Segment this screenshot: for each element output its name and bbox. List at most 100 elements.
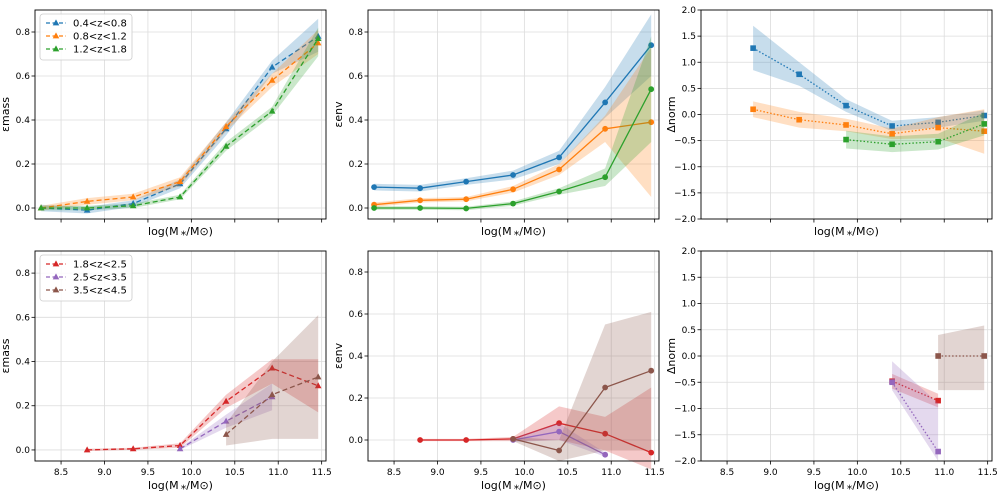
series-3.5<z<4.5: [222, 315, 322, 446]
y-tick-label: 0.2: [16, 402, 30, 412]
axes-frame: [367, 9, 660, 220]
data-point: [935, 397, 941, 404]
data-point: [222, 123, 230, 129]
y-tick-label: −0.5: [674, 137, 696, 147]
x-tick-label: 10.5: [225, 468, 245, 478]
x-tick-label: 10.0: [514, 468, 534, 478]
legend-marker: [52, 32, 60, 39]
data-point: [314, 39, 322, 46]
axes-frame: [34, 9, 327, 220]
series-line: [752, 108, 985, 135]
y-axis-label: εenv: [332, 342, 345, 369]
panel-top-env: 0.0 0.2 0.4 0.6 0.8 log(M ⁎/M⊙) εenv: [332, 9, 660, 238]
data-point: [750, 45, 756, 51]
x-axis-label: log(M ⁎/M⊙): [148, 225, 213, 238]
uncertainty-band: [938, 325, 985, 391]
y-tick-label: 1.5: [682, 32, 696, 42]
y-tick-label: −2.0: [674, 457, 696, 467]
data-point: [556, 188, 563, 195]
data-point: [981, 353, 987, 359]
series-1.2<z<1.8: [843, 112, 987, 153]
x-tick-label: 9.5: [141, 468, 155, 478]
x-tick-label: 11.5: [978, 468, 997, 478]
grid: [368, 251, 659, 461]
grid: [35, 251, 326, 461]
series-3.5<z<4.5: [935, 325, 987, 391]
panel-bottom-env: 0.0 0.2 0.4 0.6 0.8 8.5 9.0 9.5 10.0 10.5 11.0 11.5…: [332, 250, 665, 492]
data-point: [981, 112, 987, 119]
data-point: [796, 116, 802, 123]
x-axis-label: log(M ⁎/M⊙): [814, 225, 879, 238]
axes-frame: [34, 250, 327, 462]
y-tick-label: 0.4: [349, 352, 364, 362]
y-tick-label: 0.0: [349, 204, 364, 214]
data-point: [556, 447, 563, 454]
y-tick-label: 0.6: [349, 310, 364, 320]
data-point: [935, 448, 941, 455]
data-point: [935, 353, 941, 359]
y-tick-label: 0.8: [16, 28, 31, 38]
x-axis-label: log(M ⁎/M⊙): [148, 479, 213, 492]
series-2.5<z<3.5: [889, 361, 941, 461]
y-tick-label: 0.8: [16, 269, 31, 279]
data-point: [889, 141, 895, 148]
series-1.2<z<1.8: [37, 27, 322, 211]
y-tick-label: 1.0: [682, 300, 697, 310]
data-point: [843, 136, 849, 143]
y-axis-label: Δnorm: [665, 338, 678, 374]
uncertainty-band: [180, 383, 273, 450]
data-point: [268, 364, 276, 371]
panel-top-norm: −2.0 −1.5 −1.0 −0.5 0.0 0.5 1.0 1.5 2.0 log(M ⁎/M…: [665, 6, 993, 238]
data-point: [889, 123, 895, 129]
data-point: [176, 178, 184, 184]
y-axis-label: εenv: [332, 101, 345, 128]
data-point: [129, 193, 137, 200]
y-tick-label: 0.4: [16, 358, 31, 368]
data-point: [83, 446, 91, 453]
data-point: [176, 445, 184, 452]
data-point: [935, 124, 941, 131]
x-tick-label: 10.0: [847, 468, 867, 478]
y-tick-label: 1.0: [682, 58, 697, 68]
data-point: [602, 99, 609, 106]
data-point: [981, 128, 987, 135]
y-tick-label: 2.0: [682, 6, 697, 16]
data-point: [556, 154, 563, 161]
data-point: [222, 397, 230, 404]
y-tick-label: −1.0: [674, 405, 696, 415]
x-axis-label: log(M ⁎/M⊙): [814, 479, 879, 492]
series-1.8<z<2.5: [83, 359, 322, 453]
series-0.4<z<0.8: [371, 14, 655, 192]
y-tick-label: 0.8: [349, 268, 364, 278]
x-tick-label: 8.5: [387, 468, 401, 478]
data-point: [889, 131, 895, 137]
data-point: [176, 193, 184, 200]
data-point: [510, 436, 516, 442]
series-2.5<z<3.5: [176, 383, 276, 452]
data-point: [417, 185, 424, 192]
legend-label: 0.4<z<0.8: [73, 19, 127, 30]
uncertainty-band: [513, 423, 606, 457]
x-tick-label: 11.0: [268, 468, 288, 478]
y-tick-label: 0.4: [349, 116, 364, 126]
uncertainty-band: [753, 101, 985, 154]
data-point: [371, 184, 377, 191]
y-tick-label: 0.6: [349, 72, 364, 82]
data-point: [268, 107, 276, 114]
y-tick-label: 0.4: [16, 116, 31, 126]
y-axis-label: Δnorm: [665, 96, 678, 132]
series-3.5<z<4.5: [510, 311, 655, 461]
uncertainty-band: [374, 47, 652, 207]
data-point: [463, 178, 470, 185]
legend-marker: [52, 286, 60, 293]
y-tick-label: 0.2: [349, 394, 363, 404]
data-point: [222, 430, 230, 437]
series-0.8<z<1.2: [750, 101, 987, 154]
data-point: [602, 384, 609, 391]
x-tick-label: 8.5: [720, 468, 734, 478]
y-tick-label: 0.0: [349, 436, 364, 446]
grid: [701, 250, 992, 462]
data-point: [417, 205, 424, 211]
data-point: [417, 197, 424, 204]
